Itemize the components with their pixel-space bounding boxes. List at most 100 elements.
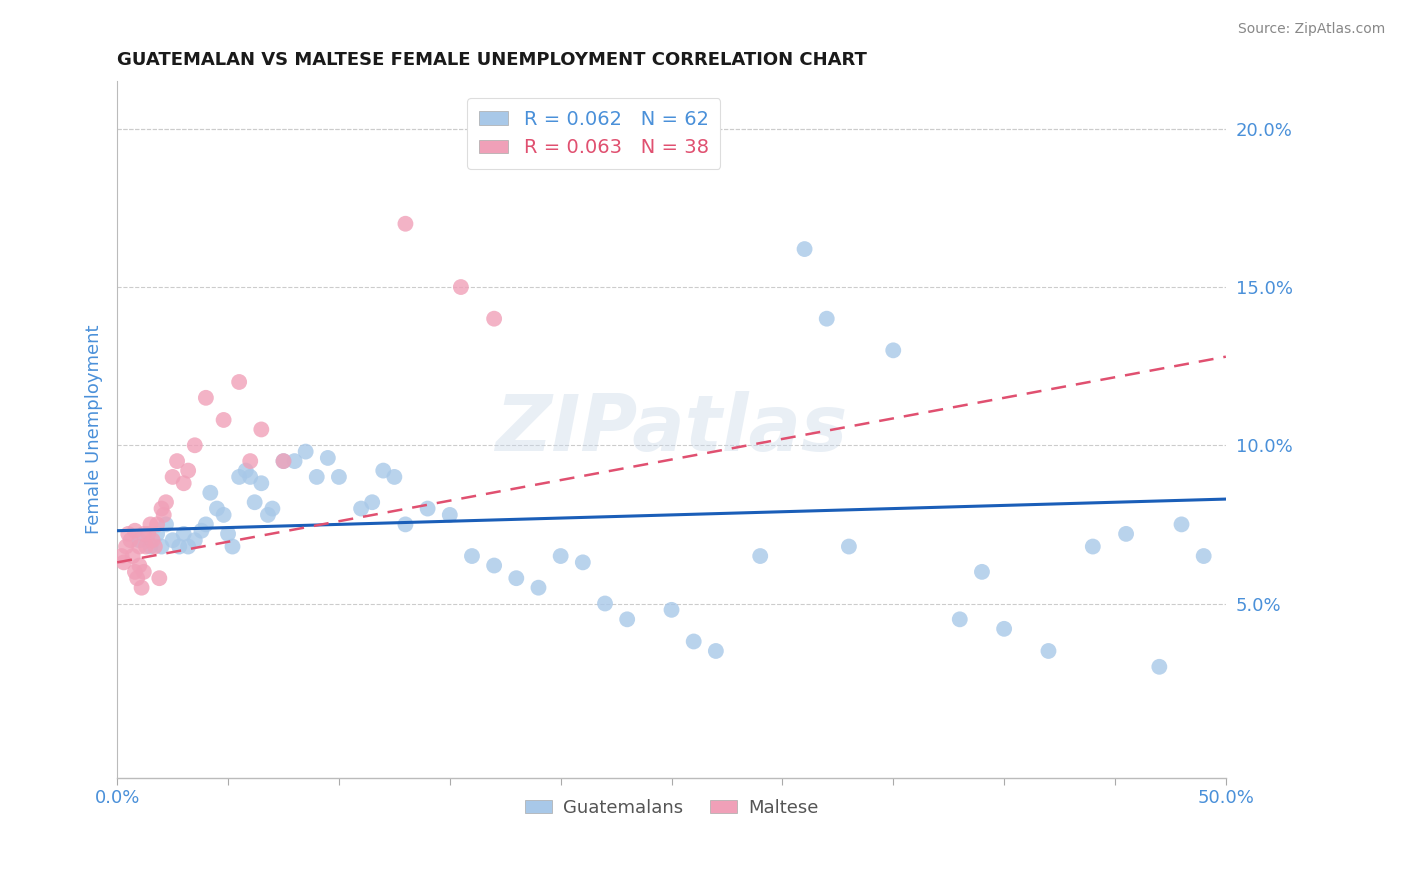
Point: [128, 558, 150, 573]
Point: [184, 533, 207, 548]
Point: [284, 454, 307, 468]
Point: [1192, 549, 1215, 563]
Point: [120, 533, 142, 548]
Point: [143, 540, 166, 554]
Point: [221, 540, 243, 554]
Point: [150, 501, 173, 516]
Point: [882, 343, 904, 358]
Point: [111, 549, 134, 563]
Point: [1038, 644, 1060, 658]
Point: [228, 375, 250, 389]
Point: [194, 391, 217, 405]
Point: [593, 597, 616, 611]
Point: [749, 549, 772, 563]
Point: [273, 454, 295, 468]
Point: [382, 470, 405, 484]
Point: [162, 533, 184, 548]
Point: [162, 470, 184, 484]
Point: [155, 495, 177, 509]
Point: [166, 454, 188, 468]
Point: [124, 524, 146, 538]
Point: [439, 508, 461, 522]
Point: [228, 470, 250, 484]
Point: [550, 549, 572, 563]
Point: [250, 476, 273, 491]
Point: [949, 612, 972, 626]
Text: GUATEMALAN VS MALTESE FEMALE UNEMPLOYMENT CORRELATION CHART: GUATEMALAN VS MALTESE FEMALE UNEMPLOYMEN…: [117, 51, 868, 69]
Point: [152, 508, 174, 522]
Point: [838, 540, 860, 554]
Point: [177, 540, 200, 554]
Point: [616, 612, 638, 626]
Point: [450, 280, 472, 294]
Point: [132, 527, 155, 541]
Point: [239, 454, 262, 468]
Point: [815, 311, 838, 326]
Point: [243, 495, 266, 509]
Point: [146, 527, 169, 541]
Point: [661, 603, 683, 617]
Point: [328, 470, 350, 484]
Point: [121, 549, 143, 563]
Text: Source: ZipAtlas.com: Source: ZipAtlas.com: [1237, 22, 1385, 37]
Point: [146, 517, 169, 532]
Point: [305, 470, 328, 484]
Point: [139, 540, 162, 554]
Point: [262, 501, 284, 516]
Point: [217, 527, 239, 541]
Point: [205, 501, 228, 516]
Point: [177, 464, 200, 478]
Point: [200, 485, 222, 500]
Point: [704, 644, 727, 658]
Point: [1149, 660, 1171, 674]
Text: ZIPatlas: ZIPatlas: [495, 392, 848, 467]
Point: [1115, 527, 1137, 541]
Point: [115, 540, 138, 554]
Point: [970, 565, 993, 579]
Point: [461, 549, 484, 563]
Point: [1170, 517, 1192, 532]
Point: [124, 565, 146, 579]
Point: [128, 533, 150, 548]
Point: [239, 470, 262, 484]
Point: [148, 571, 170, 585]
Point: [482, 558, 505, 573]
Point: [150, 540, 173, 554]
Point: [155, 517, 177, 532]
Legend: Guatemalans, Maltese: Guatemalans, Maltese: [517, 792, 825, 824]
Point: [572, 555, 595, 569]
Point: [505, 571, 527, 585]
Point: [212, 508, 235, 522]
Point: [235, 464, 257, 478]
Point: [294, 444, 316, 458]
Point: [169, 540, 191, 554]
Point: [184, 438, 207, 452]
Point: [136, 527, 159, 541]
Point: [132, 565, 155, 579]
Point: [793, 242, 815, 256]
Point: [190, 524, 212, 538]
Point: [482, 311, 505, 326]
Point: [273, 454, 295, 468]
Y-axis label: Female Unemployment: Female Unemployment: [86, 325, 103, 534]
Point: [527, 581, 550, 595]
Point: [416, 501, 439, 516]
Point: [394, 517, 416, 532]
Point: [361, 495, 384, 509]
Point: [212, 413, 235, 427]
Point: [142, 533, 165, 548]
Point: [316, 450, 339, 465]
Point: [257, 508, 280, 522]
Point: [194, 517, 217, 532]
Point: [131, 581, 153, 595]
Point: [250, 422, 273, 436]
Point: [127, 571, 149, 585]
Point: [394, 217, 416, 231]
Point: [682, 634, 704, 648]
Point: [128, 540, 150, 554]
Point: [135, 540, 157, 554]
Point: [1081, 540, 1104, 554]
Point: [112, 555, 135, 569]
Point: [117, 527, 139, 541]
Point: [373, 464, 395, 478]
